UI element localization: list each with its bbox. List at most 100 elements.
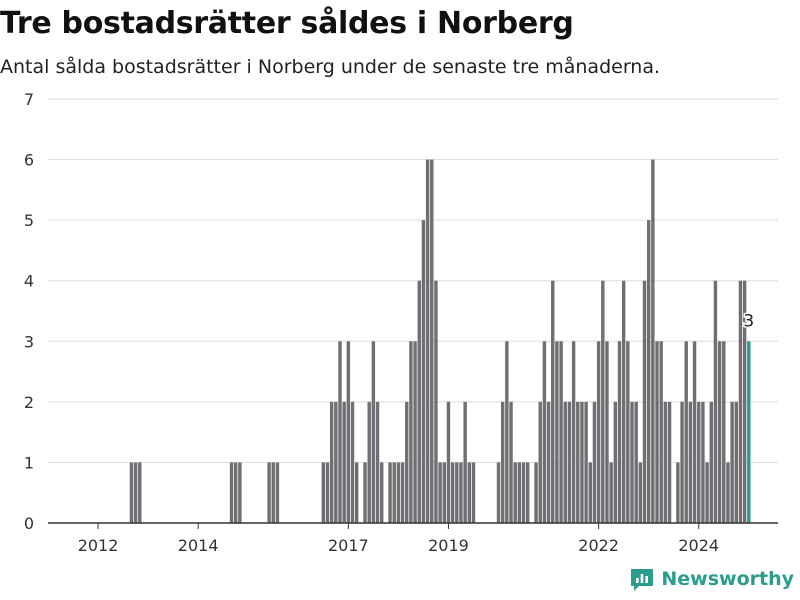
bar — [555, 341, 559, 523]
y-tick-label: 4 — [24, 272, 34, 291]
bar — [405, 401, 409, 523]
bar — [434, 280, 438, 523]
bar — [588, 462, 592, 523]
bar — [346, 341, 351, 523]
bar — [688, 401, 693, 523]
bar — [717, 341, 722, 523]
x-tick-label: 2012 — [78, 536, 119, 555]
bars — [129, 159, 751, 524]
bar — [438, 462, 442, 523]
bar-highlight — [747, 341, 751, 523]
newsworthy-logo: Newsworthy — [629, 566, 794, 592]
bar — [526, 462, 530, 523]
bar — [338, 341, 342, 523]
bar — [697, 401, 701, 523]
bar — [634, 401, 638, 523]
bar — [567, 401, 572, 523]
bar — [542, 341, 547, 523]
x-tick-label: 2017 — [328, 536, 369, 555]
bar — [576, 401, 580, 523]
bar — [388, 462, 392, 523]
bar — [701, 401, 705, 523]
y-tick-label: 6 — [24, 151, 34, 170]
bar — [726, 462, 730, 523]
bar — [646, 220, 651, 523]
y-tick-label: 3 — [24, 332, 34, 351]
bar — [238, 462, 242, 523]
bar — [234, 462, 238, 523]
bar — [342, 401, 346, 523]
bar — [329, 401, 334, 523]
bar — [417, 280, 421, 523]
bar — [446, 401, 451, 523]
bar — [334, 401, 338, 523]
bar — [425, 159, 430, 524]
bar — [655, 341, 659, 523]
bar — [684, 341, 688, 523]
data-labels: 3 — [742, 310, 756, 333]
bar — [496, 462, 501, 523]
bar — [596, 341, 601, 523]
bar — [592, 401, 597, 523]
newsworthy-logo-icon — [631, 569, 654, 591]
bar — [371, 341, 376, 523]
bar — [621, 280, 626, 523]
bar — [630, 401, 634, 523]
bar — [380, 462, 384, 523]
bar — [571, 341, 576, 523]
bar — [321, 462, 326, 523]
y-tick-label: 7 — [24, 90, 34, 109]
x-tick-label: 2024 — [678, 536, 719, 555]
bar — [138, 462, 142, 523]
bar — [626, 341, 630, 523]
bar — [722, 341, 726, 523]
bar — [538, 401, 542, 523]
bar — [551, 280, 555, 523]
bar — [505, 341, 509, 523]
bar — [430, 159, 434, 524]
highlight-value-label: 3 — [743, 311, 754, 331]
bar — [734, 401, 738, 523]
bar — [738, 280, 743, 523]
bar — [617, 341, 622, 523]
bar — [350, 401, 355, 523]
bar — [546, 401, 551, 523]
bar — [229, 462, 234, 523]
x-tick-label: 2014 — [178, 536, 219, 555]
bar — [271, 462, 275, 523]
bar — [442, 462, 446, 523]
bar — [455, 462, 459, 523]
bar — [742, 280, 747, 523]
bar — [396, 462, 401, 523]
bar — [500, 401, 505, 523]
bar — [613, 401, 618, 523]
x-tick-label: 2019 — [428, 536, 469, 555]
bar — [601, 280, 605, 523]
bar — [363, 462, 367, 523]
bar — [354, 462, 359, 523]
bar — [517, 462, 522, 523]
bar — [467, 462, 472, 523]
y-axis-ticks: 0 1 2 3 4 5 6 7 — [24, 90, 34, 533]
bar — [129, 462, 134, 523]
bar — [680, 401, 684, 523]
y-tick-label: 0 — [24, 514, 34, 533]
bar — [463, 401, 467, 523]
bar — [275, 462, 280, 523]
bar — [459, 462, 463, 523]
bar — [471, 462, 476, 523]
bar — [559, 341, 563, 523]
bar — [133, 462, 138, 523]
bar — [692, 341, 697, 523]
bar — [400, 462, 405, 523]
bar — [663, 401, 668, 523]
bar — [709, 401, 713, 523]
x-tick-label: 2022 — [578, 536, 619, 555]
bar — [413, 341, 417, 523]
bar — [509, 401, 513, 523]
bar — [676, 462, 680, 523]
bar — [450, 462, 455, 523]
bar — [659, 341, 663, 523]
bar — [638, 462, 643, 523]
